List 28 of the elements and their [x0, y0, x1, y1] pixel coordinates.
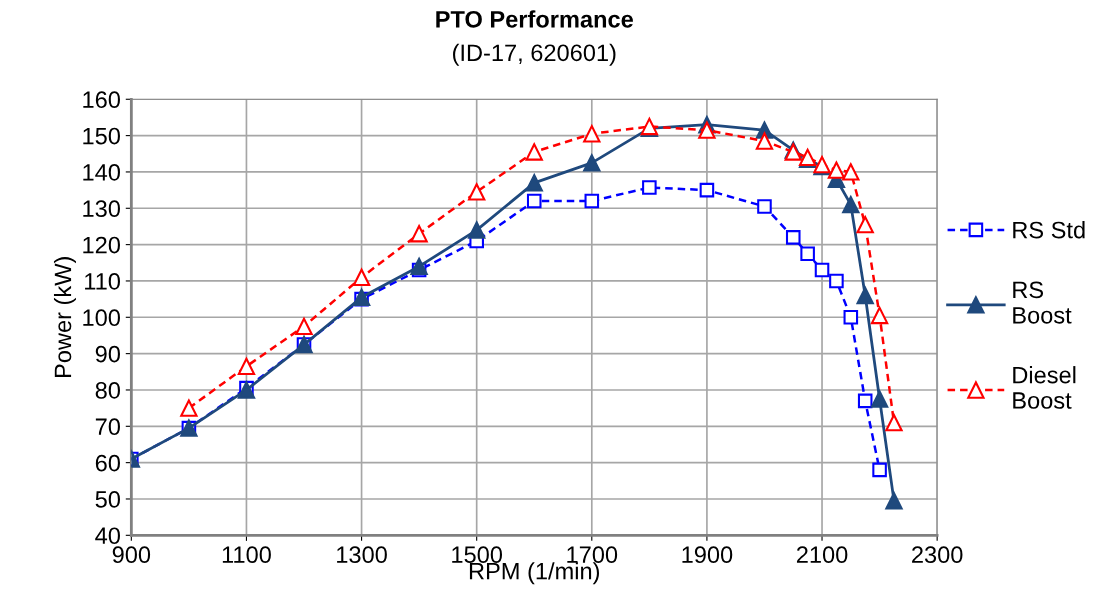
x-axis-title: RPM (1/min) — [469, 562, 600, 585]
x-tick-label: 1900 — [682, 546, 733, 564]
y-tick-label: 140 — [83, 164, 120, 181]
y-tick-label: 120 — [83, 236, 120, 254]
legend-label: RS Std — [1013, 221, 1085, 239]
legend-label: RS Boost — [1013, 281, 1072, 324]
x-tick-label: 2100 — [796, 546, 848, 564]
y-tick-label: 100 — [83, 309, 120, 327]
y-tick-label: 130 — [83, 200, 120, 218]
y-tick-label: 160 — [83, 91, 120, 109]
y-tick-label: 90 — [95, 345, 120, 363]
y-tick-label: 50 — [95, 491, 120, 508]
x-tick-label: 1300 — [337, 546, 387, 564]
y-tick-label: 80 — [95, 382, 120, 399]
y-axis-title: Power (kW) — [53, 257, 76, 377]
y-tick-label: 110 — [85, 273, 120, 290]
y-tick-label: 150 — [83, 127, 120, 145]
x-tick-label: 1100 — [222, 546, 271, 564]
x-tick-label: 2300 — [912, 546, 963, 564]
x-tick-label: 1500 — [452, 546, 503, 564]
x-tick-label: 900 — [112, 546, 151, 564]
legend-label: Diesel Boost — [1013, 366, 1076, 409]
chart-subtitle: (ID-17, 620601) — [453, 43, 616, 66]
chart-title: PTO Performance — [436, 10, 633, 28]
y-tick-label: 60 — [95, 454, 120, 472]
x-tick-label: 1700 — [567, 546, 618, 564]
y-tick-label: 70 — [95, 418, 120, 436]
y-tick-label: 40 — [95, 527, 120, 545]
